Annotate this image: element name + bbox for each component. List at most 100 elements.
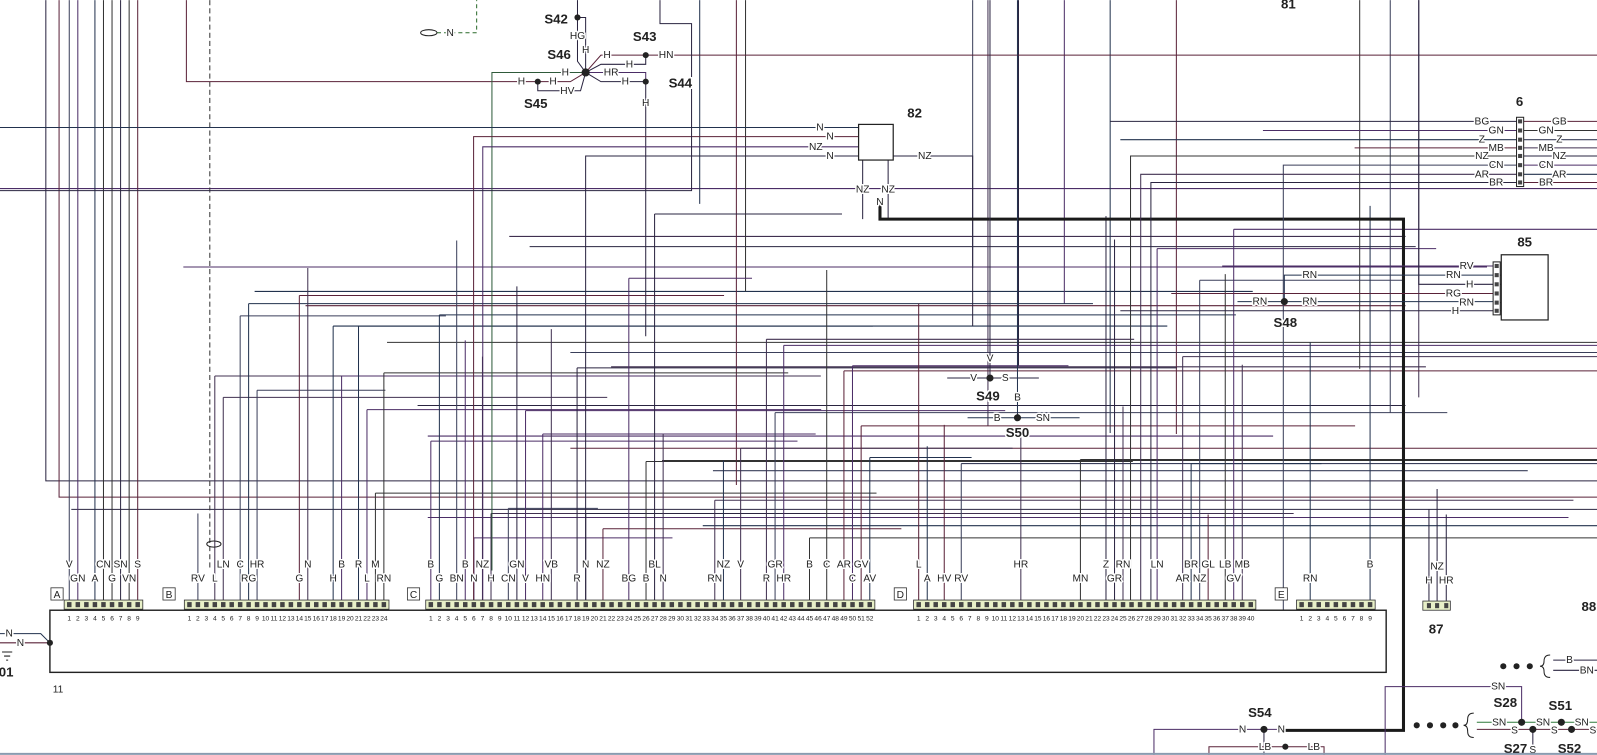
pin-wire-code: B — [1367, 559, 1374, 570]
wire — [967, 0, 1080, 419]
splice-label: S54 — [1248, 705, 1272, 720]
pin-number: 17 — [321, 615, 329, 622]
pin-wire-code: A — [92, 574, 99, 585]
connector-pin — [772, 602, 778, 608]
wire-label: BR — [1489, 178, 1503, 189]
brace-icon — [1463, 712, 1474, 739]
pin-number: 32 — [1179, 615, 1187, 622]
pin-number: 4 — [1325, 615, 1329, 622]
connector-pin — [246, 602, 251, 608]
connector-pin — [916, 602, 921, 608]
pin-wire-code: NZ — [596, 559, 610, 570]
connector-pin — [381, 602, 387, 608]
wire-label: H — [518, 77, 525, 88]
wire-label: RN — [1302, 297, 1317, 308]
ellipsis-dot — [1413, 722, 1420, 729]
pin-number: 5 — [221, 615, 225, 622]
component-ref: 88 — [1581, 599, 1596, 614]
connector-pin — [941, 602, 947, 608]
wire — [482, 146, 859, 612]
ellipsis-dot — [1513, 663, 1520, 670]
wire-trunk — [45, 0, 1597, 482]
pin-wire-code: MN — [1073, 574, 1089, 585]
connector-pin — [263, 602, 268, 608]
splice-dot — [46, 639, 53, 646]
pin-wire-code: RN — [1116, 559, 1131, 570]
connector-pin — [850, 602, 855, 608]
connector-pin — [798, 602, 804, 608]
connector-pin — [1316, 602, 1321, 608]
pin-number: 21 — [355, 615, 363, 622]
wire-label: S — [1590, 725, 1597, 736]
pin-number: 15 — [548, 615, 556, 622]
wire-label: SN — [1575, 717, 1589, 728]
connector-pin — [721, 602, 726, 608]
pin-wire-code: RV — [954, 574, 968, 585]
pin-wire-code: S — [134, 559, 141, 570]
shield-loop-icon — [206, 540, 222, 548]
connector-pin — [1444, 603, 1449, 609]
connector-pin — [1027, 602, 1032, 608]
pin-number: 21 — [1085, 615, 1093, 622]
connector-pin — [959, 602, 964, 608]
splice-dot — [642, 52, 649, 59]
pin-number: 8 — [976, 615, 980, 622]
pin-wire-code: NZ — [1193, 574, 1207, 585]
pin-wire-code: GV — [1226, 574, 1241, 585]
ellipsis-dot — [1426, 722, 1434, 729]
pin-number: 8 — [1360, 615, 1364, 622]
connector-pin — [514, 602, 520, 608]
pin-number: 33 — [703, 615, 711, 622]
splice-dot — [1282, 743, 1289, 750]
pin-wire-code: VN — [122, 574, 136, 585]
pin-wire-code: Z — [1103, 559, 1109, 570]
pin-number: 47 — [823, 615, 831, 622]
pin-wire-code: N — [582, 559, 589, 570]
connector-pin — [1061, 602, 1066, 608]
connector-pin — [617, 602, 623, 608]
pin-number: 16 — [313, 615, 321, 622]
splice-dot — [534, 78, 541, 85]
connector-pin — [1494, 291, 1499, 296]
component-label: 85 — [1517, 235, 1532, 250]
pin-wire-code: RN — [707, 574, 722, 585]
pin-number: 6 — [110, 615, 114, 622]
pin-wire-code: GN — [509, 559, 524, 570]
connector-pin — [652, 602, 657, 608]
connector-pin — [1231, 602, 1236, 608]
connector-pin — [1163, 602, 1168, 608]
wire-label: AR — [1552, 169, 1566, 180]
wire-label: S — [1551, 725, 1558, 736]
connector-pin — [118, 602, 123, 608]
pin-number: 6 — [1343, 615, 1347, 622]
splice-label: S42 — [544, 12, 568, 27]
pin-number: 10 — [262, 615, 270, 622]
pin-number: 37 — [737, 615, 745, 622]
wire-label: SN — [1036, 413, 1050, 424]
pin-wire-code: B — [462, 559, 469, 570]
pin-number: 38 — [746, 615, 754, 622]
wire — [1130, 155, 1517, 612]
pin-wire-code: BL — [648, 559, 661, 570]
connector-pin — [824, 602, 829, 608]
pin-number: 27 — [651, 615, 659, 622]
pin-number: 43 — [789, 615, 797, 622]
components-layer — [46, 14, 1576, 750]
connector-pin — [592, 602, 597, 608]
pin-number: 24 — [1111, 615, 1119, 622]
wire-label: NZ — [1553, 151, 1567, 162]
connector-pin — [574, 602, 580, 608]
pin-number: 13 — [530, 615, 538, 622]
connector-C-strip — [425, 599, 876, 610]
connector-A-tag — [50, 587, 64, 601]
connector-pin — [841, 602, 847, 608]
pin-wire-code: H — [487, 574, 494, 585]
wire — [537, 72, 587, 92]
pin-number: 40 — [1247, 615, 1255, 622]
ellipsis-dot — [1526, 663, 1533, 670]
pin-number: 28 — [660, 615, 668, 622]
pin-number: 21 — [599, 615, 607, 622]
pin-number: 9 — [985, 615, 989, 622]
wire-label: H — [562, 68, 569, 79]
